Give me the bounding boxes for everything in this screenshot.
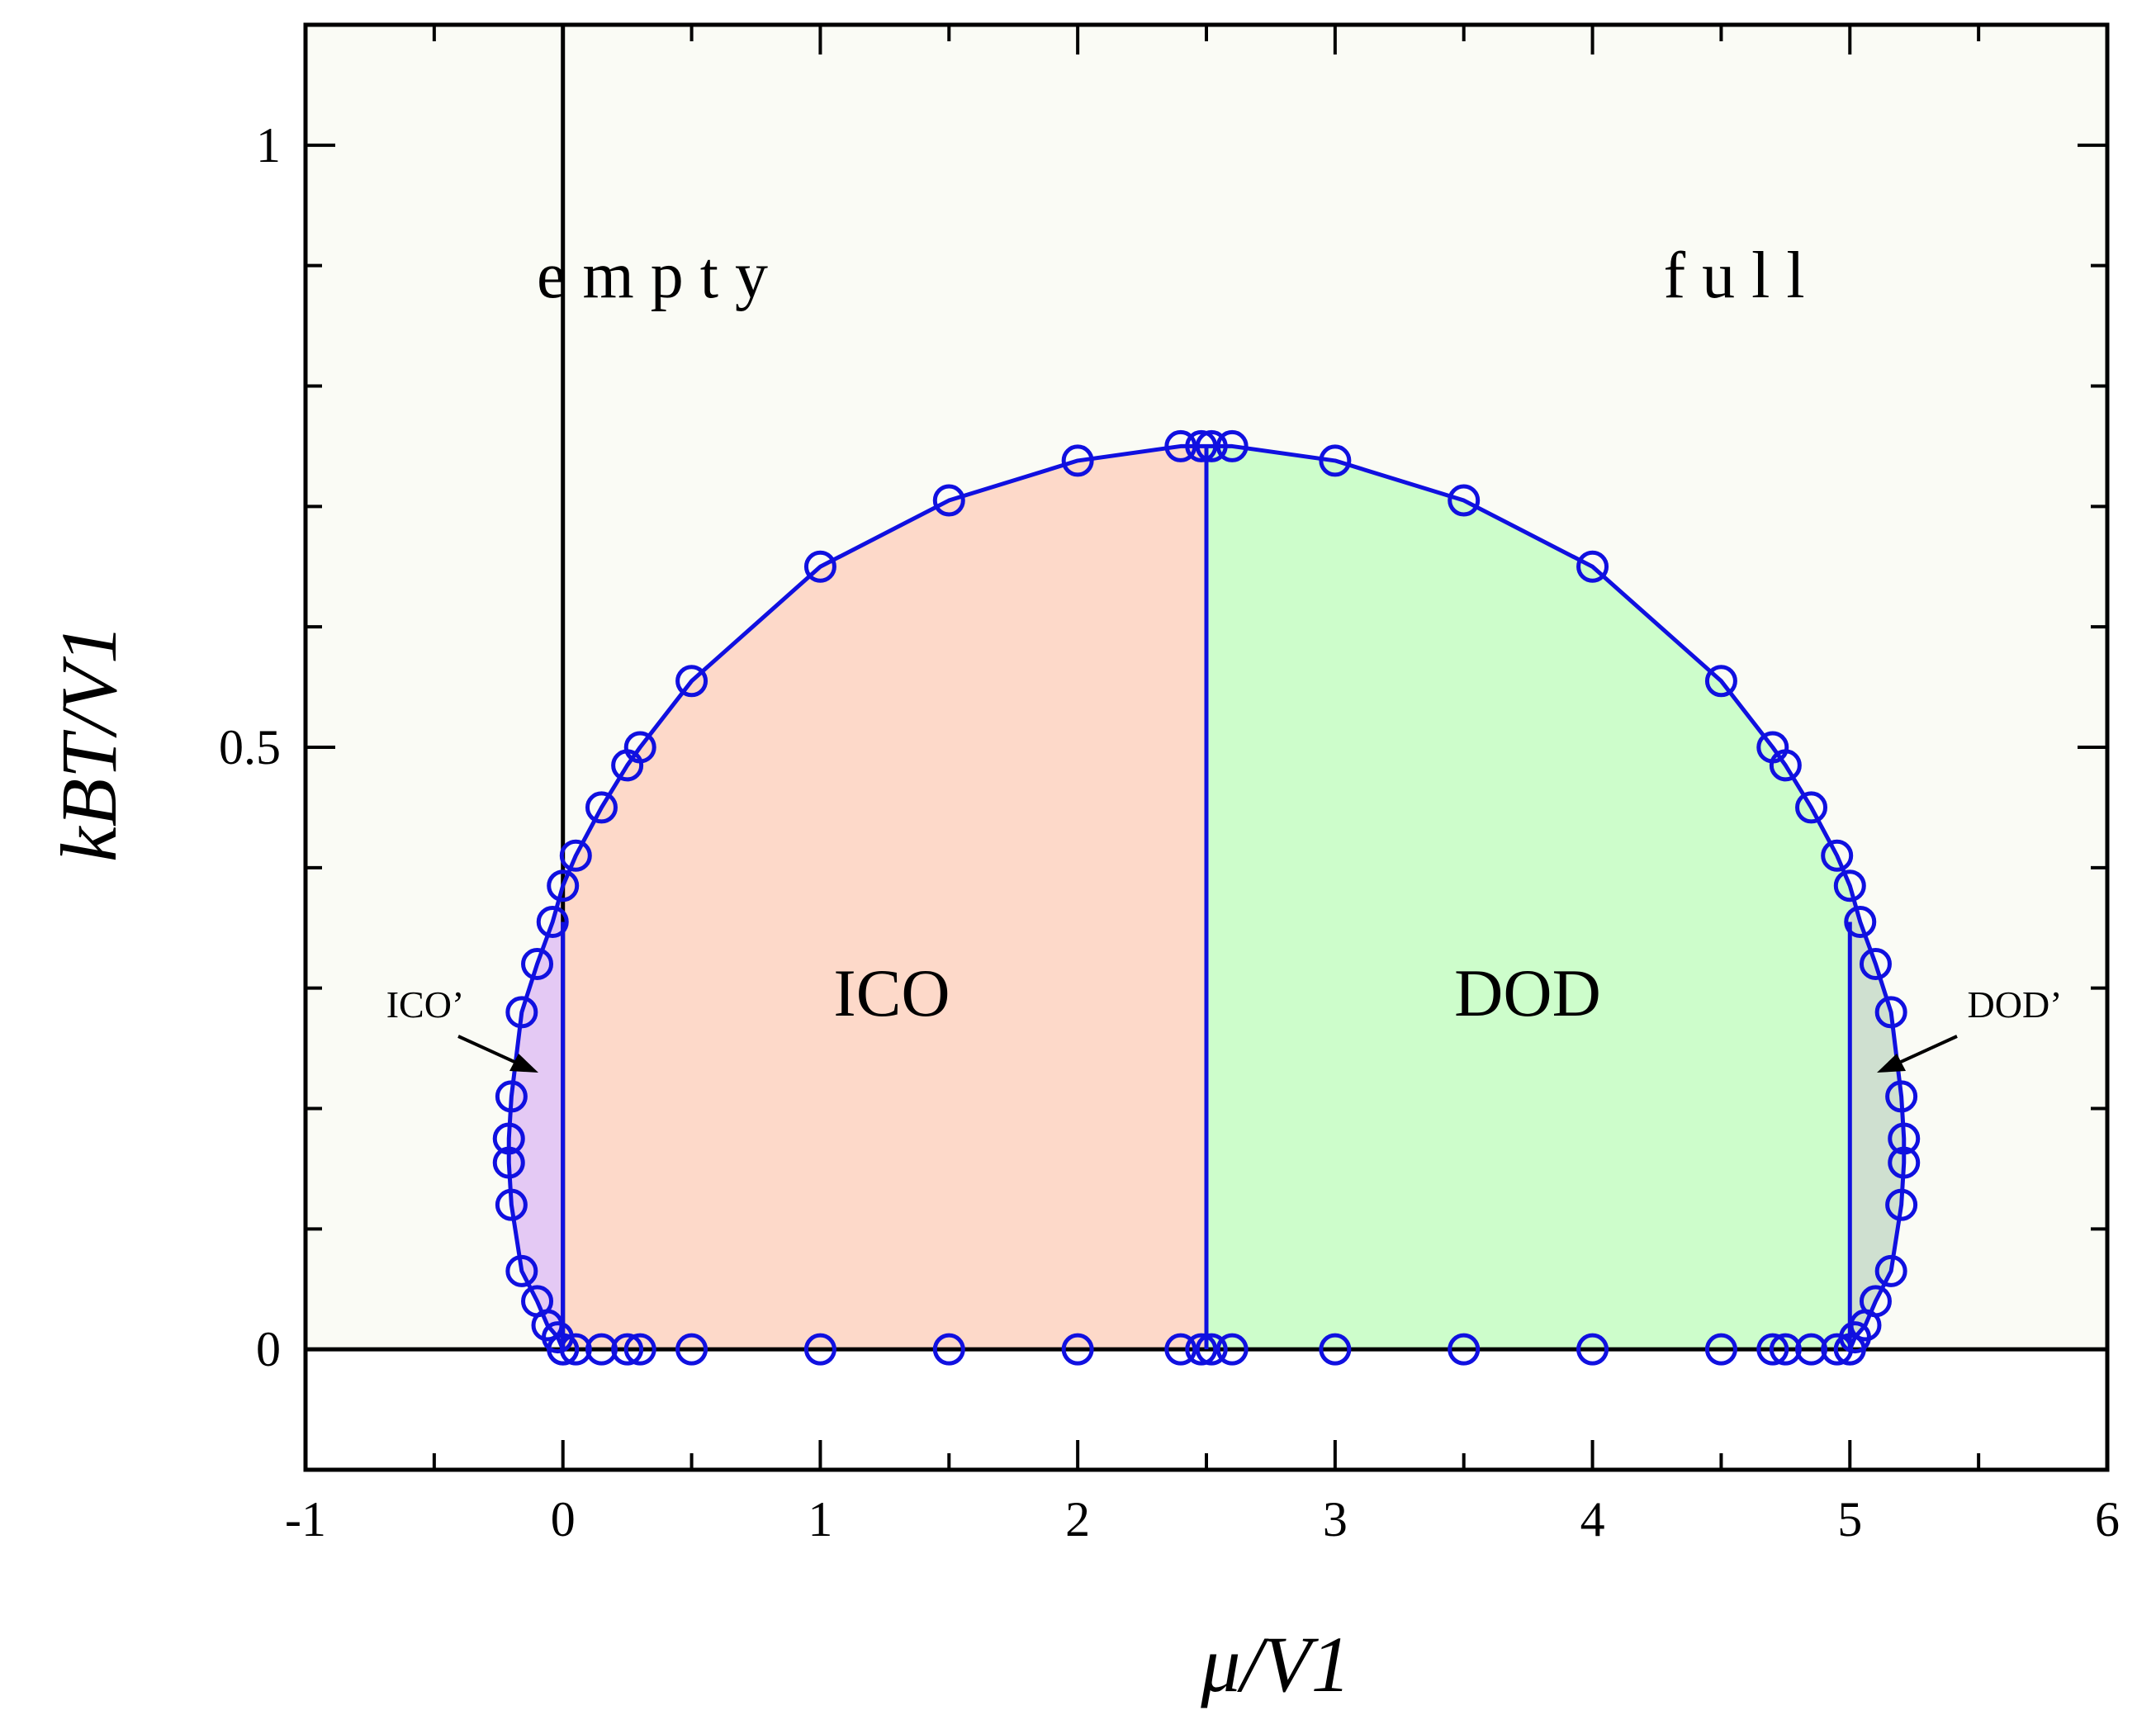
data-point-s0-5 [495, 1188, 528, 1221]
data-point-s0-25 [1319, 444, 1352, 477]
data-markers [492, 429, 1921, 1366]
x-tick-label-2: 1 [808, 1492, 832, 1547]
y-tick-label-2: 1 [256, 118, 281, 173]
data-point-s0-32 [1821, 839, 1854, 872]
data-point-s0-12 [547, 869, 580, 903]
label-dod-prime: DOD’ [1968, 983, 2063, 1026]
data-point-s1-0 [547, 1333, 580, 1366]
region-dod-prime [1850, 885, 1904, 1350]
region-ico-prime [509, 885, 563, 1350]
data-point-s0-8 [495, 1080, 528, 1113]
data-point-s1-16 [1704, 1333, 1737, 1366]
data-point-s1-14 [1448, 1333, 1481, 1366]
x-tick-label-6: 5 [1837, 1492, 1862, 1547]
data-point-s0-11 [536, 905, 569, 938]
data-point-s0-24 [1215, 429, 1249, 462]
data-point-s1-17 [1756, 1333, 1789, 1366]
data-point-s1-6 [803, 1333, 836, 1366]
data-point-s1-1 [559, 1333, 592, 1366]
data-point-s1-11 [1195, 1333, 1228, 1366]
y-tick-label-0: 0 [256, 1322, 281, 1376]
x-axis-title: μ/V1 [1200, 1620, 1351, 1708]
x-tick-label-1: 0 [551, 1492, 576, 1547]
y-axis-title: kBT/V1 [45, 624, 133, 862]
data-point-s1-9 [1164, 1333, 1197, 1366]
data-point-s0-26 [1448, 484, 1481, 517]
data-point-s0-28 [1704, 665, 1737, 698]
data-point-s0-35 [1859, 948, 1892, 980]
x-tick-label-4: 3 [1323, 1492, 1348, 1547]
x-tick-label-7: 6 [2095, 1492, 2120, 1547]
axis-titles: μ/V1 kBT/V1 [45, 624, 1351, 1708]
phase-lines [306, 25, 2107, 1352]
data-point-s0-34 [1844, 905, 1877, 938]
data-point-s1-15 [1576, 1333, 1609, 1366]
label-ico: ICO [833, 955, 950, 1030]
region-labels: e m p t y f u l l ICO DOD ICO’ DOD’ [386, 239, 2063, 1073]
data-point-s1-10 [1185, 1333, 1218, 1366]
data-point-s1-4 [623, 1333, 656, 1366]
data-point-s1-20 [1821, 1333, 1854, 1366]
phase-regions [306, 25, 2107, 1470]
data-point-s0-36 [1874, 996, 1907, 1029]
x-tick-label-0: -1 [285, 1492, 326, 1547]
region-ico [562, 446, 1206, 1350]
data-point-s1-13 [1319, 1333, 1352, 1366]
data-point-s1-19 [1795, 1333, 1828, 1366]
data-point-s0-33 [1833, 869, 1866, 903]
data-point-s1-5 [675, 1333, 708, 1366]
data-point-s0-41 [1874, 1254, 1907, 1287]
y-axis-title-text: kBT/V1 [45, 624, 133, 862]
data-point-s0-30 [1769, 749, 1802, 782]
arrowhead-dod-prime [1877, 1054, 1906, 1073]
data-point-s0-19 [932, 484, 965, 517]
data-point-s1-12 [1215, 1333, 1249, 1366]
data-point-s0-16 [623, 731, 656, 764]
data-point-s0-3 [521, 1285, 554, 1318]
data-point-s0-7 [492, 1122, 525, 1155]
data-point-s0-9 [505, 996, 538, 1029]
data-point-s1-3 [611, 1333, 644, 1366]
data-point-s0-13 [559, 839, 592, 872]
x-tick-label-3: 2 [1065, 1492, 1090, 1547]
data-point-s0-31 [1795, 791, 1828, 824]
data-point-s0-37 [1885, 1080, 1918, 1113]
data-point-s0-23 [1195, 429, 1228, 462]
label-full: f u l l [1663, 239, 1804, 312]
label-ico-prime: ICO’ [386, 983, 465, 1026]
data-point-s0-40 [1885, 1188, 1918, 1221]
region-dod [1206, 446, 1850, 1350]
data-point-s1-7 [932, 1333, 965, 1366]
phase-boundary-line [506, 443, 1907, 1351]
data-point-s1-8 [1061, 1333, 1094, 1366]
data-point-s0-10 [521, 948, 554, 980]
below-zero-area [306, 1349, 2107, 1470]
data-point-s0-17 [675, 665, 708, 698]
data-point-s0-4 [505, 1254, 538, 1287]
data-point-s0-38 [1888, 1122, 1921, 1155]
data-point-s1-2 [585, 1333, 618, 1366]
data-point-s0-18 [803, 550, 836, 583]
label-dod: DOD [1454, 955, 1601, 1030]
data-point-s0-20 [1061, 444, 1094, 477]
data-point-s0-27 [1576, 550, 1609, 583]
data-point-s0-6 [492, 1146, 525, 1179]
x-axis-title-text: μ/V1 [1200, 1620, 1351, 1708]
data-point-s0-22 [1185, 429, 1218, 462]
label-empty: e m p t y [537, 239, 768, 312]
data-point-s0-39 [1888, 1146, 1921, 1179]
y-tick-label-1: 0.5 [219, 720, 281, 775]
arrowhead-ico-prime [509, 1054, 538, 1073]
data-point-s0-14 [585, 791, 618, 824]
axes: -1 0 1 2 3 4 5 6 0 0.5 1 [219, 22, 2120, 1547]
data-point-s0-21 [1164, 429, 1197, 462]
data-point-s1-18 [1769, 1333, 1802, 1366]
data-point-s1-21 [1833, 1333, 1866, 1366]
x-tick-label-5: 4 [1580, 1492, 1605, 1547]
